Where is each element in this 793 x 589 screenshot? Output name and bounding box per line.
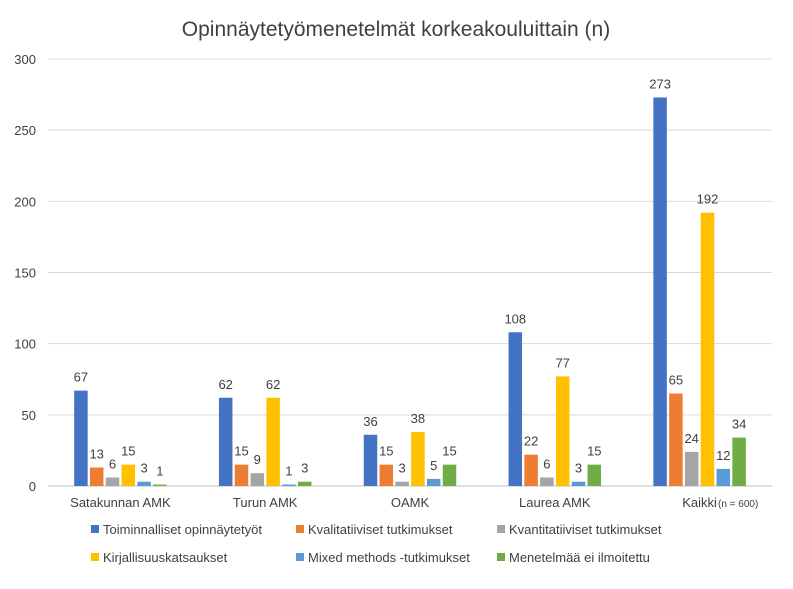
data-label: 24 <box>684 431 698 446</box>
bar <box>426 478 441 486</box>
legend-swatch <box>91 525 99 533</box>
data-label: 77 <box>555 355 569 370</box>
data-label: 67 <box>74 370 88 385</box>
category-label: Satakunnan AMK <box>70 495 171 510</box>
bar <box>282 484 296 486</box>
data-label: 3 <box>575 461 582 476</box>
legend-swatch <box>296 525 304 533</box>
sample-size-note: (n = 600) <box>718 499 758 510</box>
bar <box>137 481 151 486</box>
y-tick-label: 100 <box>14 337 36 352</box>
data-label: 6 <box>543 456 550 471</box>
category-label: Laurea AMK <box>519 495 591 510</box>
y-tick-label: 0 <box>29 479 36 494</box>
data-label: 15 <box>587 444 601 459</box>
bar <box>153 484 167 486</box>
data-label: 62 <box>218 377 232 392</box>
data-label: 3 <box>140 461 147 476</box>
bar <box>395 481 409 486</box>
legend-label: Kirjallisuuskatsaukset <box>103 550 228 565</box>
data-label: 108 <box>504 311 526 326</box>
legend-swatch <box>497 553 505 561</box>
legend-swatch <box>497 525 505 533</box>
legend-swatch <box>296 553 304 561</box>
bar <box>250 473 265 486</box>
data-label: 15 <box>121 444 135 459</box>
bar <box>89 467 104 486</box>
legend-label: Kvantitatiiviset tutkimukset <box>509 522 662 537</box>
data-label: 15 <box>234 444 248 459</box>
legend-label: Menetelmää ei ilmoitettu <box>509 550 650 565</box>
bar <box>74 390 88 486</box>
bar <box>508 332 523 486</box>
data-label: 1 <box>285 464 292 479</box>
bar <box>105 477 120 486</box>
data-label: 273 <box>649 76 671 91</box>
data-label: 1 <box>156 464 163 479</box>
legend-label: Kvalitatiiviset tutkimukset <box>308 522 453 537</box>
y-tick-label: 250 <box>14 123 36 138</box>
bar <box>700 212 715 486</box>
data-label: 65 <box>669 372 683 387</box>
bar <box>266 397 280 486</box>
data-label: 38 <box>411 411 425 426</box>
bar <box>121 464 136 486</box>
y-tick-label: 300 <box>14 52 36 67</box>
legend-label: Toiminnalliset opinnäytetyöt <box>103 522 262 537</box>
y-tick-label: 150 <box>14 266 36 281</box>
data-label: 192 <box>697 192 719 207</box>
data-label: 3 <box>301 461 308 476</box>
y-tick-label: 200 <box>14 194 36 209</box>
bar <box>218 397 233 486</box>
bar <box>363 434 378 486</box>
data-label: 9 <box>254 452 261 467</box>
category-label: Kaikki <box>682 495 717 510</box>
data-label: 22 <box>524 434 538 449</box>
bar <box>442 464 457 486</box>
data-label: 5 <box>430 458 437 473</box>
bar <box>732 437 746 486</box>
data-label: 12 <box>716 448 730 463</box>
y-tick-label: 50 <box>22 408 36 423</box>
data-label: 15 <box>442 444 456 459</box>
data-label: 34 <box>732 417 746 432</box>
bar <box>571 481 586 486</box>
bar <box>234 464 249 486</box>
bar <box>411 431 425 486</box>
bar <box>540 477 554 486</box>
x-axis-categories: Satakunnan AMK Turun AMK OAMK Laurea AMK Kai… <box>70 495 717 510</box>
data-label: 36 <box>363 414 377 429</box>
bars <box>74 97 746 487</box>
bar <box>653 97 667 487</box>
data-label: 13 <box>89 446 103 461</box>
bar <box>587 464 602 486</box>
y-axis-ticks: 0 50 100 150 200 250 300 <box>14 52 36 494</box>
data-label: 6 <box>109 456 116 471</box>
legend: Toiminnalliset opinnäytetyöt Kvalitatiivi… <box>91 522 662 565</box>
bar <box>669 393 683 486</box>
bar <box>379 464 394 486</box>
data-label: 15 <box>379 444 393 459</box>
bar <box>297 481 312 486</box>
data-label: 62 <box>266 377 280 392</box>
bar <box>716 468 731 486</box>
legend-label: Mixed methods -tutkimukset <box>308 550 470 565</box>
bar <box>524 454 538 486</box>
bar <box>555 376 570 486</box>
data-label: 3 <box>398 461 405 476</box>
legend-swatch <box>91 553 99 561</box>
chart-title: Opinnäytetyömenetelmät korkeakouluittain… <box>182 18 610 41</box>
bar <box>684 451 699 486</box>
category-label: Turun AMK <box>233 495 298 510</box>
gridlines <box>48 58 772 487</box>
category-label: OAMK <box>391 495 430 510</box>
